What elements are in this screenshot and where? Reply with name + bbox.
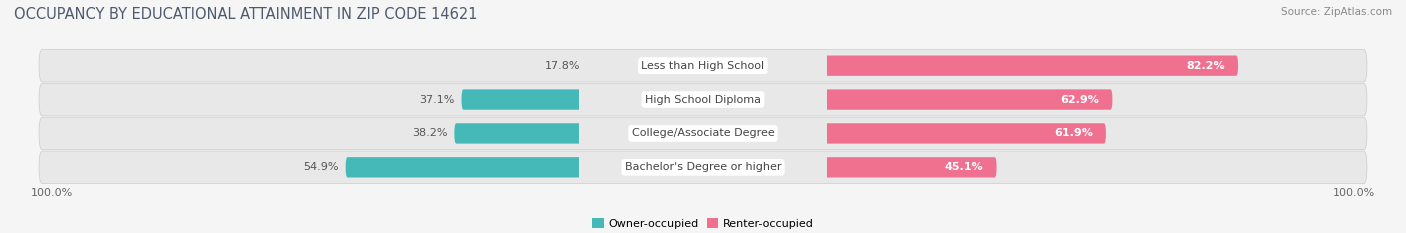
- Bar: [579, 157, 827, 178]
- Bar: [579, 89, 827, 110]
- FancyBboxPatch shape: [703, 157, 997, 178]
- Text: 62.9%: 62.9%: [1060, 95, 1099, 105]
- FancyBboxPatch shape: [703, 55, 1239, 76]
- Text: OCCUPANCY BY EDUCATIONAL ATTAINMENT IN ZIP CODE 14621: OCCUPANCY BY EDUCATIONAL ATTAINMENT IN Z…: [14, 7, 478, 22]
- Text: 17.8%: 17.8%: [546, 61, 581, 71]
- Text: College/Associate Degree: College/Associate Degree: [631, 128, 775, 138]
- Text: 100.0%: 100.0%: [31, 188, 73, 198]
- Text: 82.2%: 82.2%: [1187, 61, 1225, 71]
- FancyBboxPatch shape: [703, 89, 1112, 110]
- Text: 37.1%: 37.1%: [419, 95, 456, 105]
- FancyBboxPatch shape: [461, 89, 703, 110]
- Text: Source: ZipAtlas.com: Source: ZipAtlas.com: [1281, 7, 1392, 17]
- FancyBboxPatch shape: [39, 117, 1367, 150]
- FancyBboxPatch shape: [346, 157, 703, 178]
- Text: Bachelor's Degree or higher: Bachelor's Degree or higher: [624, 162, 782, 172]
- Text: 61.9%: 61.9%: [1054, 128, 1092, 138]
- FancyBboxPatch shape: [454, 123, 703, 144]
- Text: 100.0%: 100.0%: [1333, 188, 1375, 198]
- FancyBboxPatch shape: [39, 83, 1367, 116]
- Text: 45.1%: 45.1%: [945, 162, 984, 172]
- Text: Less than High School: Less than High School: [641, 61, 765, 71]
- Text: High School Diploma: High School Diploma: [645, 95, 761, 105]
- Text: 38.2%: 38.2%: [412, 128, 449, 138]
- FancyBboxPatch shape: [39, 49, 1367, 82]
- Legend: Owner-occupied, Renter-occupied: Owner-occupied, Renter-occupied: [588, 214, 818, 233]
- FancyBboxPatch shape: [703, 123, 1107, 144]
- Bar: [579, 123, 827, 144]
- Bar: [579, 55, 827, 76]
- FancyBboxPatch shape: [588, 55, 703, 76]
- FancyBboxPatch shape: [39, 151, 1367, 184]
- Text: 54.9%: 54.9%: [304, 162, 339, 172]
